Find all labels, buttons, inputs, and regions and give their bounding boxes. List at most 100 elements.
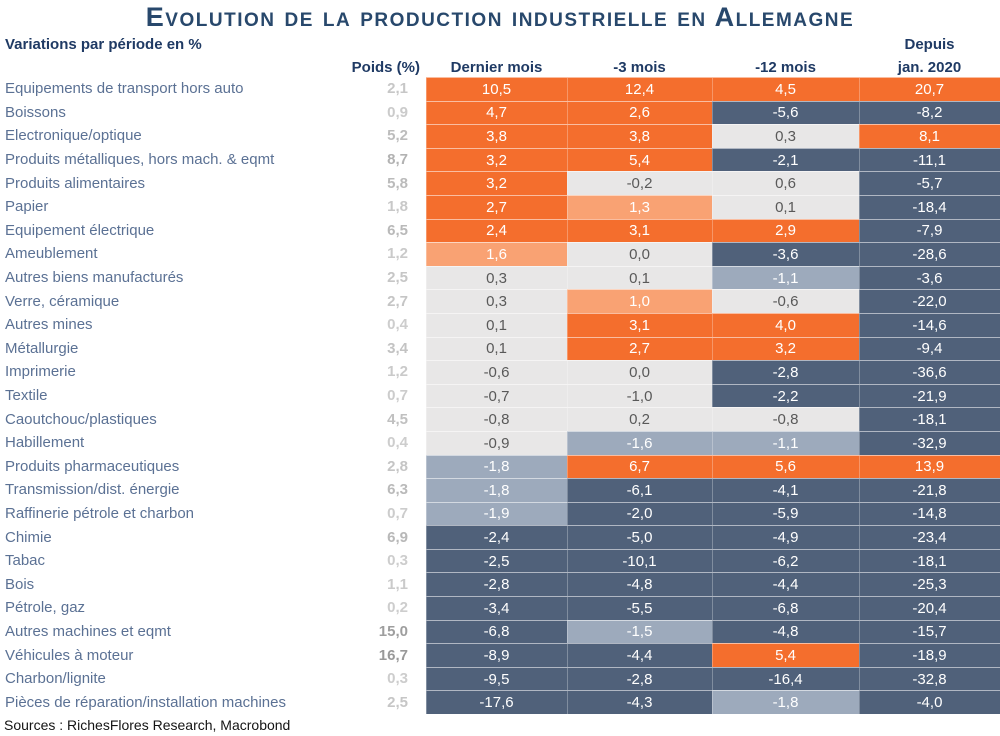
- poids-value: 5,8: [387, 174, 408, 192]
- heat-cell: -18,9: [859, 643, 1000, 667]
- heat-cell: -0,7: [426, 383, 567, 408]
- col-header-jan-2020: jan. 2020: [897, 59, 962, 76]
- table-header: Poids (%) Dernier mois -3 mois -12 mois …: [0, 54, 1000, 76]
- row-label: Véhicules à moteur: [5, 646, 134, 664]
- heat-cell: -4,1: [712, 478, 859, 502]
- poids-value: 6,9: [387, 528, 408, 546]
- heat-cell: 5,4: [567, 147, 712, 172]
- heat-cell: -2,8: [567, 666, 712, 691]
- heat-cell: -9,5: [426, 666, 567, 691]
- row-label: Papier: [5, 198, 49, 216]
- heat-cell: 0,3: [712, 124, 859, 148]
- heat-cell: -0,6: [426, 360, 567, 384]
- row-label: Produits métalliques, hors mach. & eqmt: [5, 151, 275, 169]
- heat-cell: 13,9: [859, 454, 1000, 479]
- heat-cell: 5,4: [712, 643, 859, 667]
- poids-value: 2,5: [387, 693, 408, 711]
- poids-value: 2,1: [387, 80, 408, 98]
- poids-value: 6,3: [387, 481, 408, 499]
- subtitle-row: Variations par période en % Depuis: [0, 35, 1000, 54]
- heat-cell: -1,8: [712, 690, 859, 715]
- heat-cell: -28,6: [859, 242, 1000, 266]
- heat-cell: -11,1: [859, 147, 1000, 172]
- heat-cell: -2,8: [712, 360, 859, 384]
- heat-cell: 0,1: [426, 312, 567, 337]
- poids-value: 0,2: [387, 599, 408, 617]
- heat-cell: -1,5: [567, 619, 712, 644]
- poids-value: 0,9: [387, 103, 408, 121]
- row-label: Habillement: [5, 434, 85, 452]
- poids-value: 2,5: [387, 269, 408, 287]
- heat-cell: 0,1: [426, 336, 567, 361]
- poids-value: 6,5: [387, 221, 408, 239]
- heat-cell: 1,3: [567, 194, 712, 219]
- heat-cell: 3,2: [426, 147, 567, 172]
- row-label: Pétrole, gaz: [5, 599, 86, 617]
- heat-cell: -20,4: [859, 596, 1000, 620]
- poids-value: 2,7: [387, 292, 408, 310]
- heat-cell: -6,8: [712, 596, 859, 620]
- heat-cell: -5,7: [859, 171, 1000, 195]
- heat-cell: 3,8: [567, 124, 712, 148]
- heat-cell: -15,7: [859, 619, 1000, 644]
- heat-cell: 12,4: [567, 77, 712, 101]
- heat-cell: -14,8: [859, 501, 1000, 526]
- heat-cell: 0,3: [426, 265, 567, 290]
- heat-cell: 0,0: [567, 360, 712, 384]
- heat-cell: -4,8: [567, 572, 712, 597]
- heat-cell: 2,6: [567, 100, 712, 125]
- heat-cell: -0,6: [712, 289, 859, 313]
- row-label: Bois: [5, 575, 35, 593]
- heat-cell: 0,0: [567, 242, 712, 266]
- col-header-poids: Poids (%): [351, 59, 420, 76]
- col-header-3-mois: -3 mois: [613, 59, 666, 76]
- row-label: Produits alimentaires: [5, 174, 146, 192]
- heat-cell: -10,1: [567, 548, 712, 573]
- heat-cell: 4,5: [712, 77, 859, 101]
- row-label: Autres mines: [5, 316, 93, 334]
- poids-value: 16,7: [378, 646, 408, 664]
- heat-cell: 3,2: [712, 336, 859, 361]
- poids-value: 0,4: [387, 316, 408, 334]
- heat-cell: 1,0: [567, 289, 712, 313]
- heat-cell: -1,8: [426, 454, 567, 479]
- row-label: Ameublement: [5, 245, 98, 263]
- heat-cell: -5,0: [567, 525, 712, 549]
- heat-cell: -14,6: [859, 312, 1000, 337]
- heat-cell: -1,1: [712, 265, 859, 290]
- poids-value: 15,0: [378, 622, 408, 640]
- poids-value: 1,2: [387, 245, 408, 263]
- heat-cell: 3,1: [567, 218, 712, 243]
- row-label: Equipements de transport hors auto: [5, 80, 244, 98]
- heat-cell: -2,4: [426, 525, 567, 549]
- row-label: Textile: [5, 387, 48, 405]
- heatmap-table: Equipements de transport hors auto 2,1 10,…: [0, 77, 1000, 715]
- heat-cell: -4,4: [712, 572, 859, 597]
- heat-cell: -8,9: [426, 643, 567, 667]
- heat-cell: -2,2: [712, 383, 859, 408]
- heat-cell: -21,9: [859, 383, 1000, 408]
- heat-cell: -5,5: [567, 596, 712, 620]
- poids-value: 1,8: [387, 198, 408, 216]
- heat-cell: -18,1: [859, 407, 1000, 431]
- heat-cell: 3,2: [426, 171, 567, 195]
- row-label: Boissons: [5, 103, 66, 121]
- poids-value: 0,3: [387, 670, 408, 688]
- row-label: Autres machines et eqmt: [5, 622, 171, 640]
- heat-cell: 1,6: [426, 242, 567, 266]
- poids-value: 0,7: [387, 387, 408, 405]
- row-label: Chimie: [5, 528, 52, 546]
- heat-cell: -2,8: [426, 572, 567, 597]
- heat-cell: -3,4: [426, 596, 567, 620]
- heat-cell: 0,2: [567, 407, 712, 431]
- row-label: Autres biens manufacturés: [5, 269, 184, 287]
- heat-cell: -32,9: [859, 430, 1000, 455]
- col-header-12-mois: -12 mois: [755, 59, 816, 76]
- heat-cell: 4,7: [426, 100, 567, 125]
- heat-cell: -36,6: [859, 360, 1000, 384]
- heat-cell: -17,6: [426, 690, 567, 715]
- heat-cell: -4,3: [567, 690, 712, 715]
- heat-cell: -8,2: [859, 100, 1000, 125]
- row-label: Transmission/dist. énergie: [5, 481, 180, 499]
